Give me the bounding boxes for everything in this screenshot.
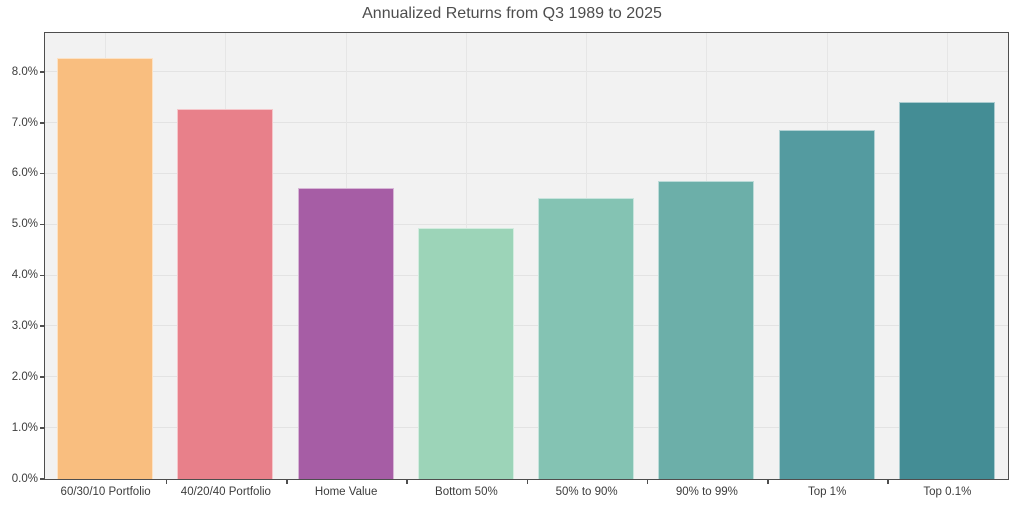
plot-area: [44, 32, 1009, 480]
y-tick-mark: [40, 325, 44, 327]
x-tick-label: Top 0.1%: [923, 486, 972, 498]
y-tick-label: 8.0%: [11, 65, 38, 78]
h-gridline: [45, 71, 1008, 73]
y-tick-label: 5.0%: [11, 218, 38, 231]
y-tick-mark: [40, 427, 44, 429]
x-tick-label: 40/20/40 Portfolio: [180, 486, 271, 498]
x-tick-mark: [767, 480, 769, 484]
y-tick-label: 4.0%: [11, 269, 38, 282]
y-tick-mark: [40, 274, 44, 277]
h-gridline: [45, 223, 1008, 225]
h-gridline: [45, 376, 1008, 378]
x-tick-mark: [406, 480, 408, 484]
x-tick-label: 50% to 90%: [555, 486, 618, 498]
chart-title: Annualized Returns from Q3 1989 to 2025: [362, 5, 662, 22]
y-tick-mark: [40, 478, 44, 480]
bar-90-to-99: [658, 180, 755, 479]
h-gridline: [45, 325, 1008, 327]
bar-home-value: [297, 188, 394, 479]
y-tick-label: 6.0%: [11, 167, 38, 180]
h-gridline: [45, 122, 1008, 123]
x-tick-label: Top 1%: [807, 486, 847, 498]
bar-top-1: [778, 129, 875, 479]
x-tick-mark: [286, 480, 288, 484]
y-tick-mark: [40, 223, 44, 226]
y-tick-mark: [40, 71, 44, 73]
x-tick-mark: [887, 480, 889, 484]
x-tick-mark: [165, 480, 168, 484]
bar-bottom-50: [417, 228, 514, 479]
x-tick-label: Bottom 50%: [435, 486, 498, 498]
x-tick-label: 90% to 99%: [675, 486, 738, 498]
y-tick-label: 1.0%: [11, 421, 38, 434]
h-gridline: [45, 427, 1008, 429]
y-tick-mark: [40, 122, 44, 124]
x-tick-mark: [646, 480, 649, 484]
y-tick-label: 2.0%: [11, 370, 38, 383]
y-tick-label: 7.0%: [11, 116, 38, 129]
h-gridline: [45, 172, 1008, 174]
y-tick-label: 3.0%: [11, 319, 38, 332]
y-tick-mark: [40, 172, 44, 175]
y-tick-label: 0.0%: [11, 472, 38, 485]
x-tick-mark: [526, 480, 528, 484]
bar-50-to-90: [538, 198, 635, 479]
x-tick-label: 60/30/10 Portfolio: [60, 486, 151, 498]
h-gridline: [45, 274, 1008, 276]
bar-40-20-40-portfolio: [177, 109, 274, 479]
bar-top-0-1: [898, 102, 995, 479]
x-tick-label: Home Value: [314, 486, 378, 498]
y-tick-mark: [40, 376, 44, 378]
bar-60-30-10-portfolio: [57, 58, 154, 479]
